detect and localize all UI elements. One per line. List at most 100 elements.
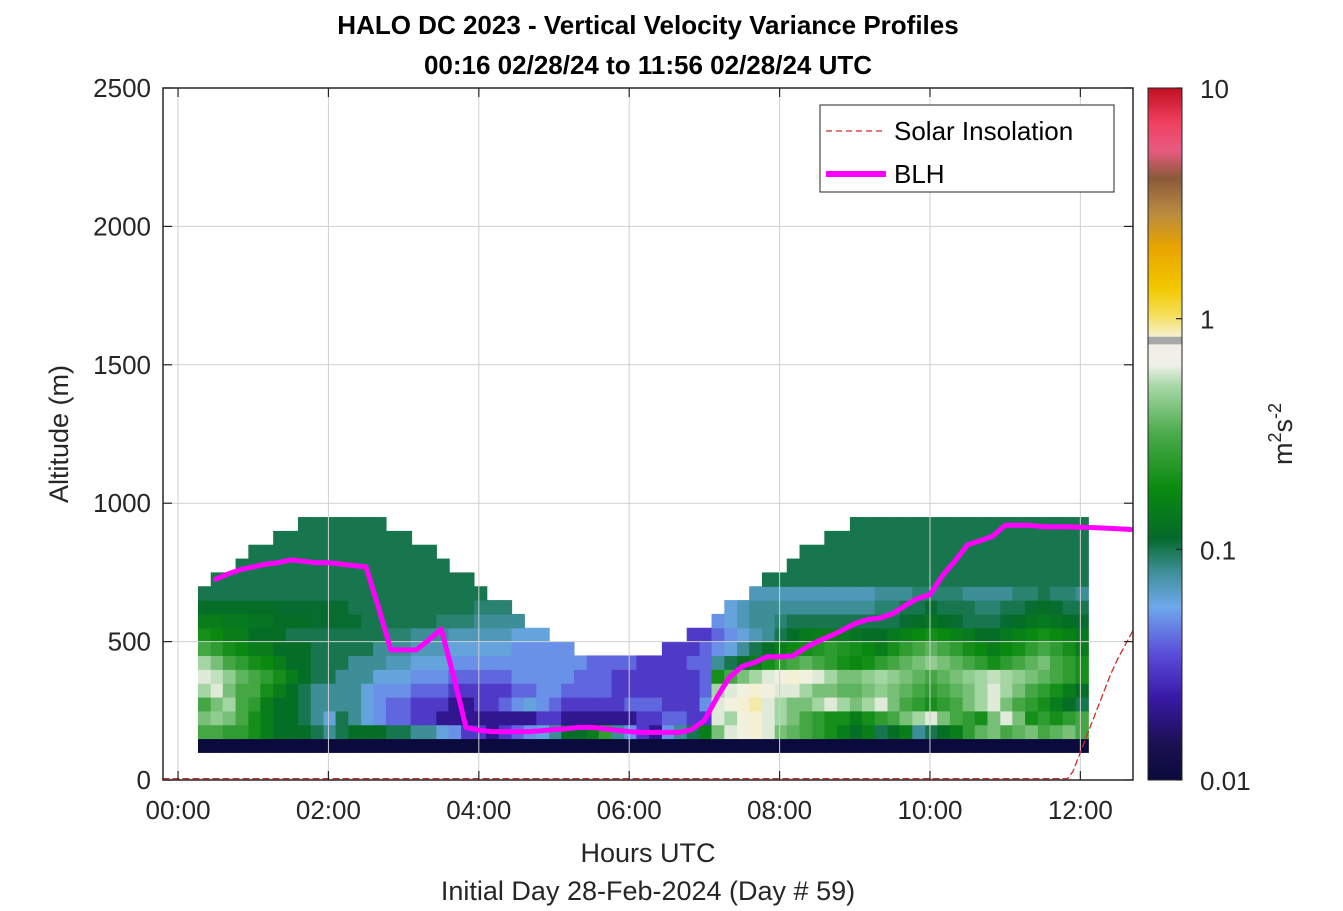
- heatmap-cell: [812, 558, 826, 573]
- heatmap-cell: [398, 724, 413, 740]
- heatmap-cell: [1000, 696, 1014, 712]
- heatmap-cell: [248, 683, 262, 698]
- heatmap-cell: [511, 738, 525, 753]
- heatmap-cell: [273, 655, 287, 670]
- heatmap-cell: [348, 724, 362, 740]
- heatmap-cell: [398, 572, 413, 587]
- heatmap-cell: [1025, 572, 1039, 587]
- heatmap-cell: [260, 586, 274, 601]
- heatmap-cell: [561, 683, 575, 698]
- heatmap-cell: [285, 641, 300, 657]
- heatmap-cell: [1049, 613, 1064, 629]
- heatmap-cell: [686, 738, 701, 753]
- heatmap-cell: [549, 710, 563, 726]
- heatmap-cell: [786, 572, 801, 587]
- heatmap-cell: [937, 544, 951, 560]
- heatmap-cell: [861, 683, 876, 698]
- heatmap-cell: [711, 669, 725, 684]
- heatmap-cell: [335, 738, 349, 753]
- series-lines: [162, 522, 1134, 780]
- heatmap-cell: [711, 627, 725, 643]
- heatmap-cell: [398, 696, 413, 712]
- heatmap-cell: [1037, 544, 1052, 560]
- heatmap-cell: [410, 572, 425, 587]
- heatmap-cell: [761, 696, 776, 712]
- heatmap-cell: [974, 641, 989, 657]
- heatmap-cell: [423, 683, 437, 698]
- heatmap-cell: [448, 586, 462, 601]
- heatmap-cell: [1049, 669, 1064, 684]
- heatmap-cell: [235, 696, 249, 712]
- heatmap-cell: [285, 627, 300, 643]
- heatmap-cell: [448, 710, 462, 726]
- legend-box: [819, 104, 1115, 193]
- heatmap-cell: [1012, 641, 1026, 657]
- heatmap-cell: [436, 710, 450, 726]
- heatmap-cell: [611, 696, 625, 712]
- heatmap-cell: [824, 655, 838, 670]
- heatmap-cell: [485, 627, 500, 643]
- heatmap-cell: [348, 613, 362, 629]
- heatmap-cell: [385, 586, 400, 601]
- heatmap-cell: [1062, 586, 1077, 601]
- heatmap-cell: [297, 696, 312, 712]
- heatmap-cell: [812, 724, 826, 740]
- legend-solar-label: Solar Insolation: [894, 116, 1073, 146]
- heatmap-cell: [799, 613, 813, 629]
- heatmap-cell: [1062, 696, 1077, 712]
- heatmap-cell: [1049, 572, 1064, 587]
- heatmap-cell: [962, 724, 977, 740]
- heatmap-cell: [1062, 627, 1077, 643]
- heatmap-cell: [297, 710, 312, 726]
- heatmap-cell: [335, 517, 349, 532]
- heatmap-cell: [498, 600, 513, 615]
- heatmap-cell: [874, 544, 889, 560]
- heatmap-cell: [461, 627, 475, 643]
- heatmap-cell: [285, 655, 300, 670]
- heatmap-cell: [761, 572, 776, 587]
- heatmap-cell: [373, 696, 387, 712]
- heatmap-cell: [925, 655, 939, 670]
- heatmap-cell: [297, 655, 312, 670]
- heatmap-cell: [661, 641, 676, 657]
- heatmap-cell: [937, 600, 951, 615]
- heatmap-cell: [285, 683, 300, 698]
- heatmap-cell: [799, 544, 813, 560]
- heatmap-cell: [410, 683, 425, 698]
- heatmap-cell: [561, 641, 575, 657]
- heatmap-cell: [824, 710, 838, 726]
- heatmap-cell: [1062, 655, 1077, 670]
- heatmap-cell: [373, 655, 387, 670]
- heatmap-cell: [824, 669, 838, 684]
- heatmap-cell: [1025, 738, 1039, 753]
- heatmap-cell: [323, 613, 337, 629]
- heatmap-cell: [260, 724, 274, 740]
- heatmap-cell: [649, 710, 663, 726]
- heatmap-cell: [737, 738, 751, 753]
- heatmap-cell: [348, 696, 362, 712]
- heatmap-cell: [611, 683, 625, 698]
- colorbar-label: m2s-2: [1265, 403, 1298, 465]
- heatmap-cell: [1062, 558, 1077, 573]
- heatmap-cell: [861, 696, 876, 712]
- heatmap-cell: [624, 710, 638, 726]
- heatmap-cell: [912, 572, 926, 587]
- heatmap-cell: [799, 710, 813, 726]
- heatmap-cell: [686, 683, 701, 698]
- heatmap-cell: [1037, 558, 1052, 573]
- heatmap-cell: [899, 613, 913, 629]
- heatmap-cell: [849, 710, 864, 726]
- heatmap-cell: [824, 558, 838, 573]
- heatmap-cell: [523, 669, 537, 684]
- heatmap-cell: [248, 627, 262, 643]
- heatmap-cell: [925, 627, 939, 643]
- heatmap-cell: [385, 613, 400, 629]
- heatmap-cell: [649, 669, 663, 684]
- heatmap-cell: [373, 683, 387, 698]
- heatmap-cell: [849, 627, 864, 643]
- heatmap-cell: [310, 613, 325, 629]
- heatmap-cell: [511, 696, 525, 712]
- heatmap-cell: [1049, 738, 1064, 753]
- heatmap-cell: [899, 724, 913, 740]
- heatmap-cell: [222, 586, 237, 601]
